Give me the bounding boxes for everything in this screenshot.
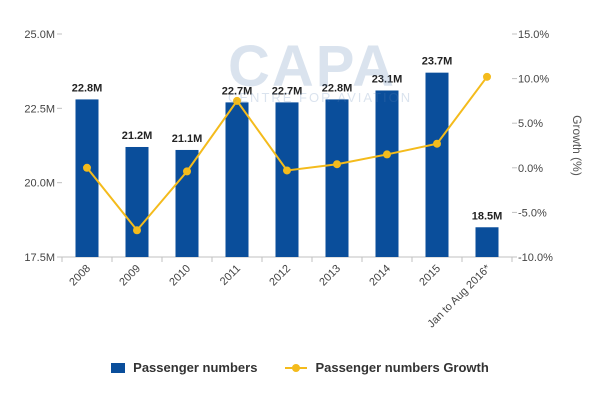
legend-bar-swatch — [111, 362, 126, 373]
combo-chart: 17.5M 20.0M 22.5M 25.0M -10.0% -5.0% 0.0% 5.0% 1… — [24, 29, 584, 330]
right-tick-label: 15.0% — [518, 29, 549, 41]
bar-data-label: 22.8M — [72, 82, 103, 94]
right-tick-label: 10.0% — [518, 74, 549, 86]
bar-passengers — [175, 149, 199, 257]
right-tick-label: -10.0% — [518, 252, 553, 264]
left-tick-label: 22.5M — [24, 103, 55, 115]
bar-data-label: 22.8M — [322, 82, 353, 94]
right-tick-label: 0.0% — [518, 163, 543, 175]
x-tick-label: 2013 — [317, 263, 343, 289]
bar-passengers — [375, 90, 399, 257]
legend-label-growth: Passenger numbers Growth — [315, 360, 489, 375]
legend-label-passengers: Passenger numbers — [133, 360, 258, 375]
bar-data-label: 22.7M — [222, 85, 253, 97]
left-tick-label: 25.0M — [24, 29, 55, 41]
growth-point — [233, 96, 241, 105]
left-tick-label: 20.0M — [24, 178, 55, 190]
bar-passengers — [225, 102, 249, 258]
growth-point — [133, 226, 141, 235]
bar-passengers — [325, 99, 349, 257]
x-tick-label: 2014 — [367, 263, 393, 289]
growth-point — [383, 150, 391, 159]
bar-passengers — [425, 72, 449, 257]
x-tick-label: 2008 — [67, 263, 93, 289]
right-tick-label: 5.0% — [518, 118, 543, 130]
bar-passengers — [125, 146, 149, 257]
bar-passengers — [75, 99, 99, 257]
left-tick-label: 17.5M — [24, 252, 55, 264]
growth-point — [433, 139, 441, 148]
legend-item-passengers[interactable]: Passenger numbers — [111, 360, 257, 375]
bar-data-label: 23.7M — [422, 56, 453, 68]
growth-point — [83, 163, 91, 172]
bar-passengers — [475, 227, 499, 257]
x-tick-label: 2015 — [417, 263, 443, 289]
growth-point — [333, 160, 341, 169]
x-tick-label: 2009 — [117, 263, 143, 289]
bar-data-label: 21.1M — [172, 133, 203, 145]
legend: Passenger numbers Passenger numbers Grow… — [0, 360, 600, 375]
growth-point — [183, 167, 191, 176]
x-tick-label: 2012 — [267, 263, 293, 289]
growth-point — [483, 72, 491, 81]
x-tick-label: 2011 — [218, 263, 243, 288]
right-axis-title: Growth (%) — [570, 115, 584, 176]
bar-data-label: 23.1M — [372, 73, 403, 85]
legend-item-growth[interactable]: Passenger numbers Growth — [285, 360, 489, 375]
legend-line-swatch — [285, 363, 308, 373]
bar-data-label: 22.7M — [272, 85, 303, 97]
right-tick-label: -5.0% — [518, 207, 547, 219]
growth-point — [283, 166, 291, 175]
bar-passengers — [275, 102, 299, 258]
bar-data-label: 21.2M — [122, 130, 153, 142]
bar-data-label: 18.5M — [472, 210, 503, 222]
x-tick-label: 2010 — [167, 263, 193, 289]
